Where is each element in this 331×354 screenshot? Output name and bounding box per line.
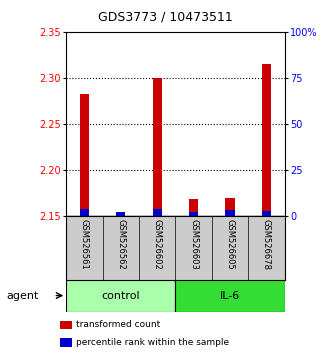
Text: GSM526561: GSM526561 — [80, 219, 89, 270]
Bar — [262, 64, 271, 216]
Bar — [153, 78, 162, 216]
Bar — [116, 212, 125, 216]
Bar — [80, 95, 89, 216]
Bar — [262, 211, 271, 216]
Text: GSM526605: GSM526605 — [225, 219, 235, 270]
Bar — [225, 210, 235, 216]
Bar — [66, 280, 175, 312]
Bar — [80, 210, 89, 216]
Text: GSM526602: GSM526602 — [153, 219, 162, 270]
Bar — [60, 321, 72, 329]
Bar — [116, 213, 125, 216]
Text: control: control — [102, 291, 140, 301]
Text: agent: agent — [7, 291, 39, 301]
Bar — [175, 280, 285, 312]
Bar — [225, 198, 235, 216]
Text: GSM526562: GSM526562 — [116, 219, 125, 270]
Text: GSM526678: GSM526678 — [262, 219, 271, 270]
Bar — [153, 210, 162, 216]
Text: GDS3773 / 10473511: GDS3773 / 10473511 — [98, 11, 233, 24]
Bar — [189, 199, 198, 216]
Text: transformed count: transformed count — [76, 320, 161, 330]
Bar — [60, 338, 72, 347]
Bar — [189, 212, 198, 216]
Text: IL-6: IL-6 — [220, 291, 240, 301]
Text: percentile rank within the sample: percentile rank within the sample — [76, 338, 230, 347]
Text: GSM526603: GSM526603 — [189, 219, 198, 270]
